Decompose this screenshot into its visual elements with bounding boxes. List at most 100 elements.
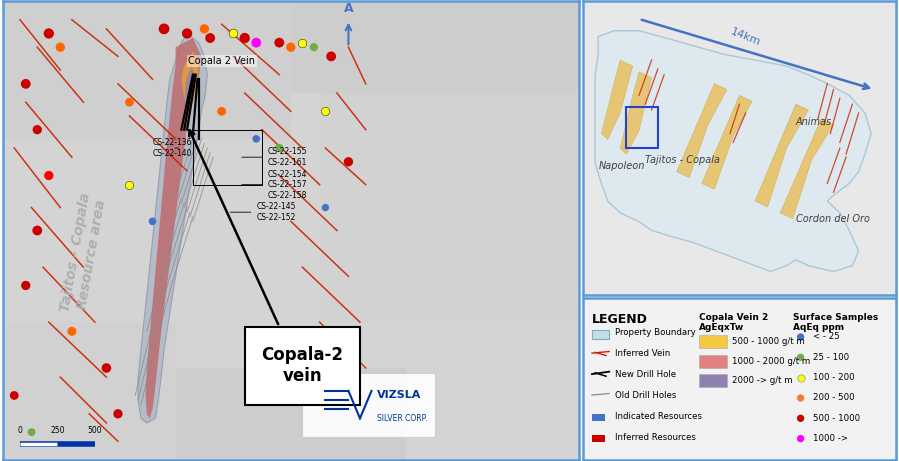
Bar — [320, 93, 579, 322]
Polygon shape — [595, 31, 871, 272]
Point — [111, 410, 125, 418]
Point — [180, 30, 194, 37]
Point — [7, 392, 22, 399]
Text: CS-22-155
CS-22-161: CS-22-155 CS-22-161 — [242, 148, 307, 167]
Point — [318, 204, 333, 211]
Text: Copala 2 Vein: Copala 2 Vein — [188, 56, 255, 66]
Text: Napoleon: Napoleon — [598, 161, 645, 171]
Polygon shape — [677, 83, 727, 177]
Bar — [627, 107, 658, 148]
Point — [794, 394, 808, 402]
Text: CS-22-136
CS-22-140: CS-22-136 CS-22-140 — [153, 138, 192, 158]
Point — [215, 108, 229, 115]
Text: Tajitos – Copala
Resource area: Tajitos – Copala Resource area — [58, 191, 109, 315]
Text: Surface Samples
AqEq ppm: Surface Samples AqEq ppm — [793, 313, 878, 332]
Bar — [592, 414, 604, 421]
Text: Cordon del Oro: Cordon del Oro — [796, 213, 870, 224]
Point — [272, 39, 287, 46]
Text: VIZSLA: VIZSLA — [378, 390, 422, 401]
Point — [237, 35, 252, 42]
Point — [794, 414, 808, 422]
Point — [318, 108, 333, 115]
Text: Inferred Resources: Inferred Resources — [616, 432, 697, 442]
Bar — [245, 327, 360, 405]
Text: Copala Vein 2
AgEqxTw: Copala Vein 2 AgEqxTw — [699, 313, 768, 332]
Point — [794, 435, 808, 443]
Text: 500 - 1000: 500 - 1000 — [814, 414, 860, 423]
Polygon shape — [755, 104, 808, 207]
Bar — [699, 336, 727, 349]
Point — [65, 328, 79, 335]
Text: New Drill Hole: New Drill Hole — [616, 370, 677, 378]
Text: 100 - 200: 100 - 200 — [814, 373, 855, 382]
Text: Indicated Resources: Indicated Resources — [616, 412, 702, 420]
Point — [284, 43, 298, 51]
Point — [41, 30, 56, 37]
Point — [19, 282, 33, 289]
Polygon shape — [185, 65, 196, 112]
Polygon shape — [780, 119, 833, 219]
Text: Tajitos - Copala: Tajitos - Copala — [645, 155, 720, 165]
Point — [19, 80, 33, 88]
Point — [99, 364, 113, 372]
Text: 500: 500 — [87, 426, 102, 436]
Text: 1000 ->: 1000 -> — [814, 434, 848, 443]
Point — [324, 53, 338, 60]
Text: 2000 -> g/t m: 2000 -> g/t m — [732, 376, 792, 385]
Text: 25 - 100: 25 - 100 — [814, 353, 850, 362]
Text: 1000 - 2000 g/t m: 1000 - 2000 g/t m — [732, 357, 810, 366]
Text: A: A — [343, 2, 353, 15]
Point — [24, 428, 39, 436]
Point — [197, 25, 211, 33]
Point — [30, 126, 44, 133]
Text: CS-22-154
CS-22-157
CS-22-158: CS-22-154 CS-22-157 CS-22-158 — [242, 170, 307, 200]
Point — [30, 227, 44, 234]
Text: Animas: Animas — [796, 117, 832, 127]
Bar — [3, 322, 175, 460]
Bar — [592, 435, 604, 442]
Polygon shape — [182, 52, 199, 112]
Point — [146, 218, 160, 225]
Point — [53, 43, 67, 51]
Text: Property Boundary: Property Boundary — [616, 328, 696, 337]
Polygon shape — [601, 60, 633, 139]
Text: 500 - 1000 g/t m: 500 - 1000 g/t m — [732, 337, 805, 346]
Text: < - 25: < - 25 — [814, 332, 840, 342]
Text: LEGEND: LEGEND — [592, 313, 648, 326]
Point — [249, 39, 263, 46]
Point — [156, 25, 171, 33]
Bar — [193, 130, 262, 185]
Point — [794, 354, 808, 361]
Point — [342, 158, 356, 165]
Text: 200 - 500: 200 - 500 — [814, 394, 855, 402]
Point — [122, 181, 137, 189]
Point — [226, 30, 240, 37]
Bar — [3, 1, 291, 139]
Point — [122, 99, 137, 106]
Text: SILVER CORP.: SILVER CORP. — [378, 414, 428, 423]
Bar — [302, 372, 435, 437]
Text: Copala-2
vein: Copala-2 vein — [262, 346, 343, 385]
Text: 14km: 14km — [729, 26, 762, 47]
Text: Inferred Vein: Inferred Vein — [616, 349, 671, 358]
Bar — [291, 1, 579, 93]
Polygon shape — [146, 38, 201, 419]
Text: CS-22-145
CS-22-152: CS-22-145 CS-22-152 — [230, 202, 296, 222]
Bar — [699, 374, 727, 387]
Text: 0: 0 — [18, 426, 22, 436]
Point — [794, 333, 808, 341]
Text: 250: 250 — [50, 426, 65, 436]
Bar — [175, 368, 406, 460]
Bar — [592, 330, 610, 339]
Bar — [699, 355, 727, 368]
Point — [307, 43, 321, 51]
Point — [794, 374, 808, 381]
Point — [249, 135, 263, 142]
Point — [41, 172, 56, 179]
Point — [295, 39, 309, 46]
Point — [203, 35, 218, 42]
Polygon shape — [620, 72, 652, 154]
Point — [272, 144, 287, 152]
Text: Old Drill Holes: Old Drill Holes — [616, 390, 677, 400]
Polygon shape — [702, 95, 752, 189]
